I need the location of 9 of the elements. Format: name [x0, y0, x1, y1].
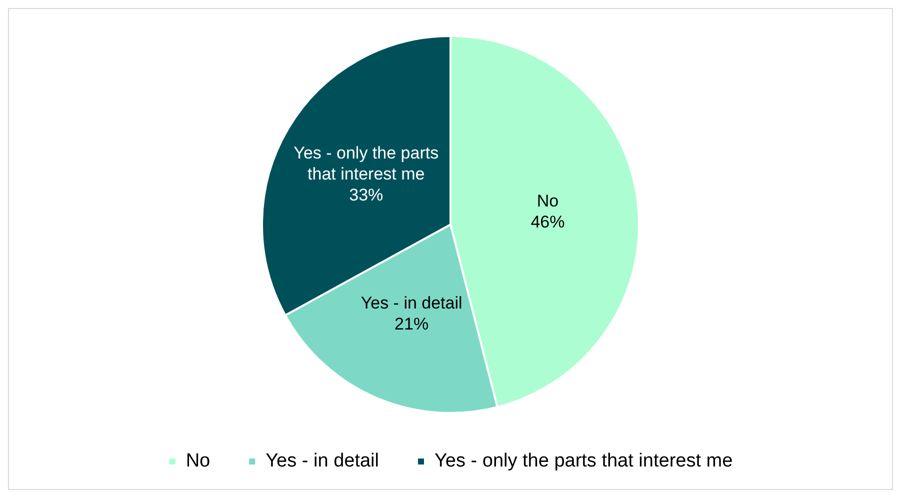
data-label: 21% [394, 314, 429, 334]
data-label: 46% [530, 212, 565, 232]
slice-label: No [536, 191, 559, 210]
legend-label: Yes - only the parts that interest me [434, 450, 733, 472]
legend-label: No [186, 450, 210, 472]
slice-label: Yes - in detail [360, 294, 462, 313]
slice-label: Yes - only the parts that interest me [294, 143, 439, 184]
legend-label: Yes - in detail [266, 450, 379, 472]
data-label: 33% [349, 185, 384, 204]
